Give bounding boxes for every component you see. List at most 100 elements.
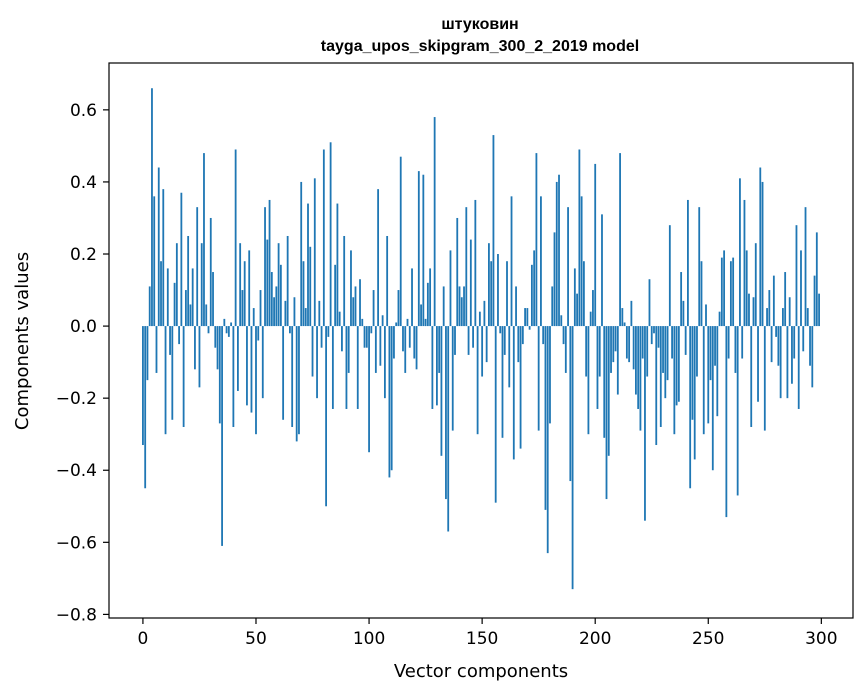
bar-255 [718,311,721,327]
bar-228 [657,326,660,348]
bar-184 [558,174,560,327]
bar-3 [148,286,151,327]
bar-33 [216,326,219,370]
bar-221 [641,326,644,359]
bar-114 [399,156,402,327]
bar-286 [788,297,791,327]
bar-253 [714,326,716,366]
bar-247 [700,261,703,327]
bar-296 [811,326,814,388]
bar-224 [648,279,651,327]
y-tick-label: −0.6 [56,533,97,553]
bar-166 [517,326,520,363]
bar-229 [659,326,662,427]
bar-93 [352,297,355,327]
bar-126 [426,282,429,327]
bar-84 [331,326,334,409]
bar-267 [745,250,748,327]
bar-45 [243,261,246,327]
bar-134 [445,326,447,500]
bar-153 [488,243,490,327]
bar-138 [454,326,456,355]
bar-276 [766,308,768,327]
bar-186 [562,326,565,345]
bar-225 [650,326,653,345]
y-tick-label: 0.6 [70,101,97,121]
bar-262 [734,326,737,373]
bar-75 [311,326,314,377]
bar-254 [716,326,719,417]
bar-111 [393,326,395,359]
bar-76 [313,178,316,327]
bar-265 [741,326,744,359]
bar-169 [524,308,526,327]
bar-238 [680,272,683,327]
bar-107 [383,326,386,399]
bar-152 [485,326,488,363]
bar-132 [440,326,443,456]
bar-131 [438,326,441,373]
bar-141 [460,297,463,327]
bar-177 [542,326,545,345]
y-tick-label: 0.0 [70,317,97,337]
bar-218 [635,326,637,395]
bar-195 [582,261,585,327]
bar-137 [451,326,454,431]
bar-32 [214,326,217,348]
bar-119 [411,268,413,327]
bar-242 [689,326,692,489]
bar-42 [237,326,239,391]
bar-1 [144,326,147,489]
bar-122 [417,171,420,327]
bar-65 [289,326,291,334]
bar-234 [671,326,673,359]
bar-44 [241,290,244,327]
bar-103 [374,326,377,373]
bar-244 [693,326,696,460]
bar-83 [329,142,332,327]
bar-187 [564,326,567,373]
bar-11 [166,268,169,327]
bar-6 [155,326,158,373]
bar-173 [533,250,536,327]
bar-15 [175,243,178,327]
bar-79 [320,326,323,348]
bar-203 [601,214,603,327]
bar-293 [804,207,807,327]
bar-294 [806,308,809,327]
bar-60 [277,243,280,327]
bar-58 [273,297,275,327]
bar-116 [404,326,407,373]
bar-12 [169,326,171,355]
bar-266 [743,199,746,327]
bar-101 [370,326,373,334]
x-tick-label: 300 [805,629,837,649]
bar-208 [612,326,615,363]
y-axis-ticks: −0.8 −0.6 −0.4 −0.2 0.0 0.2 0.4 0.6 [56,101,109,625]
bar-205 [605,326,608,500]
x-tick-label: 100 [353,629,385,649]
bar-39 [230,322,233,327]
bar-50 [255,326,257,435]
bar-57 [270,272,273,327]
bar-104 [377,189,380,327]
bar-0 [142,326,144,446]
bar-236 [675,326,678,406]
bar-105 [379,326,382,366]
bar-53 [261,326,264,399]
bar-232 [666,326,669,381]
bar-72 [304,308,307,327]
bar-297 [813,275,816,327]
bar-110 [390,326,393,471]
bar-86 [336,203,339,327]
bar-90 [345,326,348,409]
bar-168 [521,326,524,345]
bar-20 [187,235,190,327]
bar-290 [797,326,800,409]
bar-135 [447,326,450,532]
bar-222 [644,326,646,521]
y-tick-label: 0.2 [70,245,97,265]
y-tick-label: −0.4 [56,461,97,481]
bar-133 [442,286,445,327]
bar-245 [696,326,698,377]
